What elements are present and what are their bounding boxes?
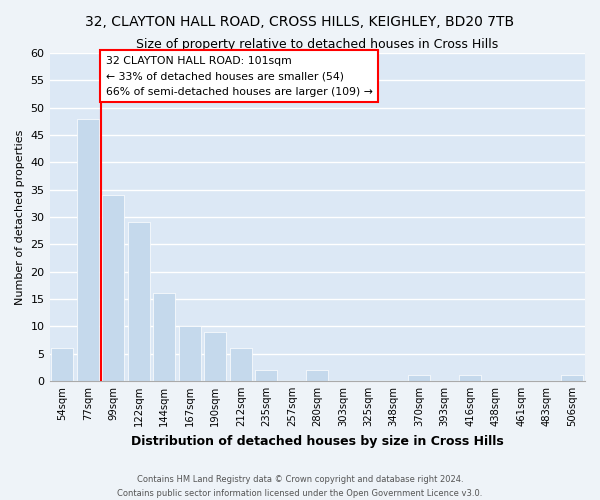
- Bar: [562, 376, 583, 381]
- Bar: [205, 332, 226, 381]
- Bar: [307, 370, 328, 381]
- Bar: [103, 195, 124, 381]
- Bar: [154, 294, 175, 381]
- Bar: [256, 370, 277, 381]
- Text: 32 CLAYTON HALL ROAD: 101sqm
← 33% of detached houses are smaller (54)
66% of se: 32 CLAYTON HALL ROAD: 101sqm ← 33% of de…: [106, 56, 373, 97]
- Bar: [230, 348, 251, 381]
- Bar: [128, 222, 149, 381]
- Bar: [77, 118, 98, 381]
- Bar: [409, 376, 430, 381]
- Text: Contains HM Land Registry data © Crown copyright and database right 2024.
Contai: Contains HM Land Registry data © Crown c…: [118, 476, 482, 498]
- Title: Size of property relative to detached houses in Cross Hills: Size of property relative to detached ho…: [136, 38, 499, 51]
- X-axis label: Distribution of detached houses by size in Cross Hills: Distribution of detached houses by size …: [131, 434, 503, 448]
- Bar: [460, 376, 481, 381]
- Bar: [179, 326, 200, 381]
- Y-axis label: Number of detached properties: Number of detached properties: [15, 130, 25, 304]
- Bar: [52, 348, 73, 381]
- Text: 32, CLAYTON HALL ROAD, CROSS HILLS, KEIGHLEY, BD20 7TB: 32, CLAYTON HALL ROAD, CROSS HILLS, KEIG…: [85, 15, 515, 29]
